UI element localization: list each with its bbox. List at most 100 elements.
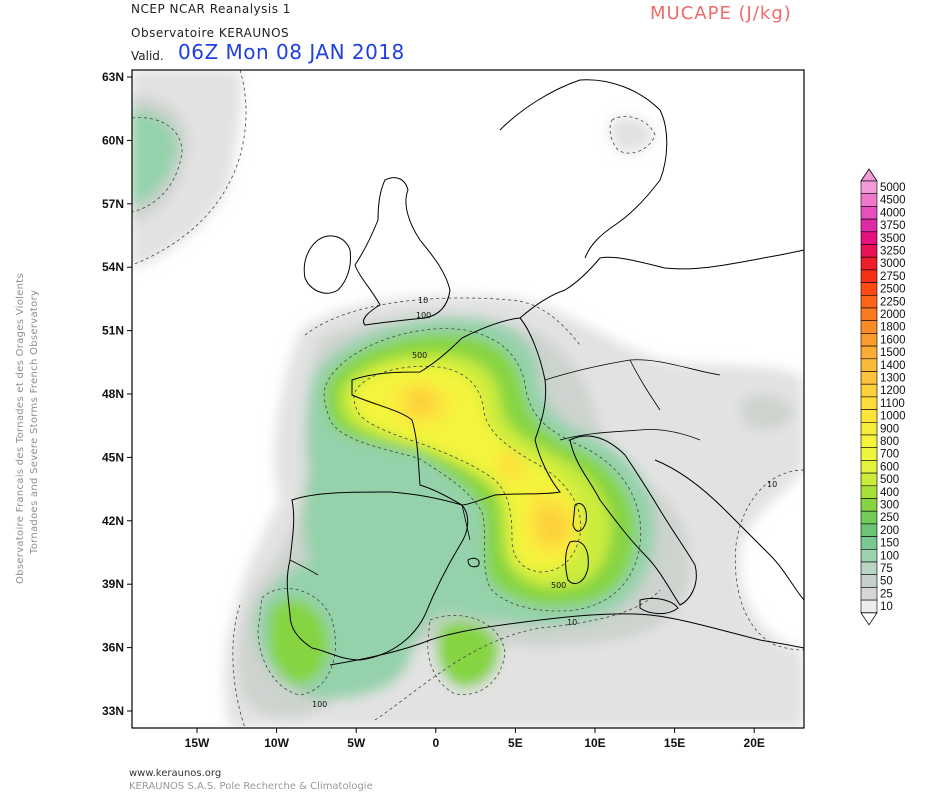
lon-label: 15W	[185, 736, 210, 750]
lat-label: 33N	[102, 704, 124, 718]
lat-label: 36N	[102, 641, 124, 655]
legend-label: 75	[880, 563, 893, 575]
contour-labels: 10 100 500 500 10 10 100	[312, 296, 777, 709]
legend-swatch	[860, 485, 878, 499]
legend-swatch	[860, 180, 878, 194]
legend-label: 200	[880, 525, 899, 537]
lon-label: 0	[432, 736, 439, 750]
lat-label: 60N	[102, 133, 124, 147]
legend-swatch	[860, 333, 878, 347]
coastline-scandinavia	[499, 79, 668, 259]
legend-swatch	[860, 460, 878, 474]
lat-label: 63N	[102, 70, 124, 84]
legend-swatch	[860, 574, 878, 588]
legend-label: 2000	[880, 309, 906, 321]
legend-swatch	[860, 244, 878, 258]
lat-label: 48N	[102, 387, 124, 401]
contour-100	[132, 117, 183, 213]
valid-time: 06Z Mon 08 JAN 2018	[178, 40, 405, 64]
contour-100	[323, 328, 642, 612]
legend-swatch	[860, 320, 878, 334]
legend-swatch	[860, 345, 878, 360]
lat-label: 51N	[102, 324, 124, 338]
lat-label: 42N	[102, 514, 124, 528]
legend-label: 500	[880, 474, 899, 486]
legend-label: 300	[880, 500, 899, 512]
legend-swatch	[860, 371, 878, 385]
contour-label: 10	[567, 618, 577, 627]
coastline-britain	[354, 177, 451, 326]
legend-swatch	[860, 358, 878, 372]
legend-swatch	[860, 193, 878, 207]
cape-250-area	[436, 621, 500, 689]
cape-10-area	[610, 116, 655, 154]
legend-swatch	[860, 307, 878, 321]
legend-label: 400	[880, 487, 899, 499]
legend-label: 5000	[880, 182, 906, 194]
contour-label: 100	[312, 700, 327, 709]
legend-label: 2250	[880, 296, 906, 308]
legend-swatch	[860, 587, 878, 601]
cape-1000-area	[537, 507, 567, 544]
coastline-sicily	[639, 597, 679, 615]
legend-label: 10	[880, 601, 893, 613]
legend-label: 50	[880, 576, 893, 588]
legend-swatch	[860, 256, 878, 271]
legend-swatch	[860, 434, 878, 448]
contour-10	[232, 604, 246, 728]
lat-label: 57N	[102, 197, 124, 211]
contour-500	[353, 365, 582, 573]
footer-company: KERAUNOS S.A.S. Pole Recherche & Climato…	[129, 781, 373, 792]
contour-10	[374, 589, 661, 721]
legend-label: 3250	[880, 246, 906, 258]
legend-label: 1200	[880, 385, 906, 397]
legend-label: 250	[880, 512, 899, 524]
legend-swatch	[860, 383, 878, 398]
cape-900-area	[497, 449, 526, 483]
valid-label: Valid.	[131, 49, 164, 63]
legend-swatch	[860, 421, 878, 436]
legend-label: 1600	[880, 334, 906, 346]
legend-label: 600	[880, 461, 899, 473]
coastline-italy	[569, 435, 697, 606]
footer-url: www.keraunos.org	[129, 768, 222, 779]
cape-1000-area	[410, 388, 434, 414]
legend-swatch	[860, 269, 878, 283]
legend-label: 2500	[880, 284, 906, 296]
legend-label: 3000	[880, 258, 906, 270]
legend-swatch	[860, 561, 878, 575]
latitude-axis: 63N 60N 57N 54N 51N 48N 45N 42N 39N 36N 33N	[102, 70, 132, 718]
parameter-title: MUCAPE (J/kg)	[650, 3, 792, 24]
coastline-ireland	[303, 235, 351, 294]
coastline-north-africa	[329, 613, 804, 666]
lon-label: 20E	[744, 736, 765, 750]
lon-label: 10W	[264, 736, 289, 750]
legend-arrow-bottom	[860, 612, 878, 626]
legend-label: 1400	[880, 360, 906, 372]
legend-swatch	[860, 294, 878, 309]
contour-label: 10	[418, 296, 428, 305]
legend-label: 900	[880, 423, 899, 435]
longitude-axis: 15W 10W 5W 0 5E 10E 15E 20E	[185, 728, 765, 750]
coastline-france	[351, 317, 561, 506]
contour-10	[734, 469, 804, 651]
legend-arrow-top	[860, 168, 878, 182]
legend-label: 1100	[880, 398, 905, 410]
legend-swatch	[860, 231, 878, 245]
legend-label: 3750	[880, 220, 906, 232]
legend-swatch	[860, 206, 878, 220]
cape-250-area	[268, 599, 329, 685]
legend-label: 150	[880, 538, 899, 550]
contour-lines	[132, 70, 804, 728]
legend-swatch	[860, 396, 878, 410]
coastline-sardinia	[565, 540, 589, 584]
legend-swatch	[860, 599, 878, 614]
cape-100-area	[132, 110, 178, 205]
lat-label: 45N	[102, 450, 124, 464]
lat-label: 54N	[102, 260, 124, 274]
legend-label: 25	[880, 588, 893, 600]
contour-10	[609, 116, 656, 154]
map-frame	[131, 69, 805, 729]
contour-label: 500	[551, 581, 566, 590]
